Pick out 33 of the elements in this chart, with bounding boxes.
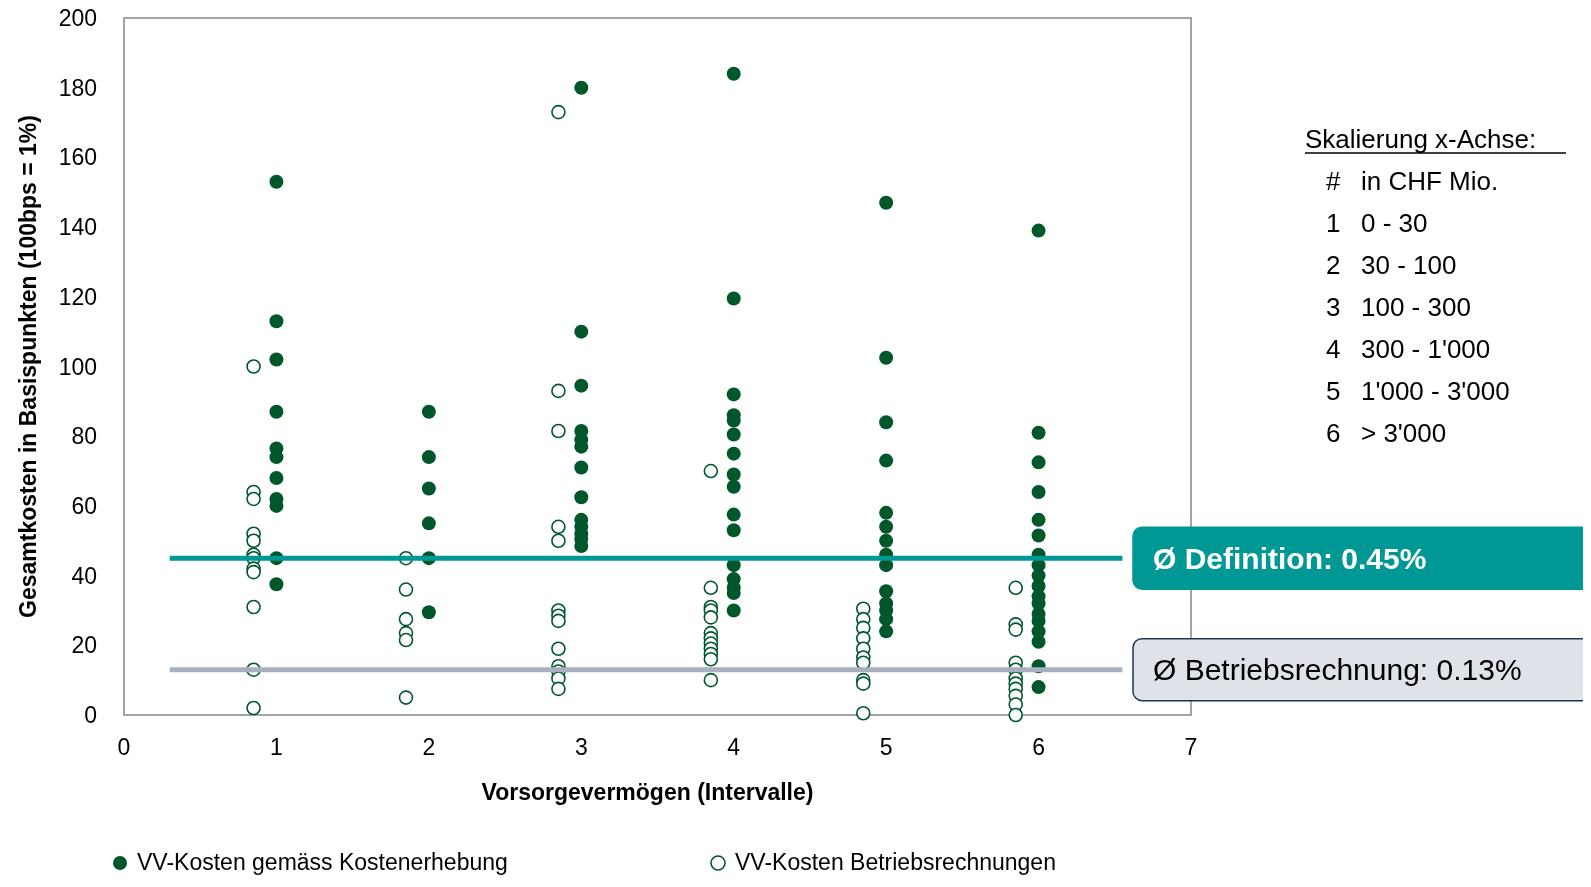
x-tick-label: 4 (727, 734, 741, 760)
legend-label: VV-Kosten gemäss Kostenerhebung (137, 849, 508, 875)
y-tick-label: 80 (71, 423, 97, 450)
x-tick-label: 6 (1032, 734, 1045, 760)
y-tick-label: 0 (84, 702, 97, 728)
x-tick-label: 5 (879, 734, 893, 760)
y-tick-label: 160 (58, 144, 97, 171)
y-tick-label: 40 (71, 562, 97, 589)
x-tick-label: 7 (1184, 734, 1198, 760)
y-tick-label: 120 (58, 283, 97, 310)
x-tick-label: 2 (422, 734, 436, 760)
text: 5 1'000 - 3'000 (1326, 376, 1510, 406)
text: # in CHF Mio. (1326, 166, 1499, 196)
annotation: Ø Betriebsrechnung: 0.13% (1153, 653, 1522, 687)
y-tick-label: 60 (71, 492, 97, 519)
text: 2 30 - 100 (1326, 250, 1457, 280)
x-tick-label: 1 (270, 734, 283, 760)
text: 1 0 - 30 (1326, 208, 1428, 238)
text: Skalierung x-Achse: (1305, 124, 1537, 154)
x-tick-label: 0 (117, 734, 131, 760)
y-axis-title: Gesamtkosten in Basispunkten (100bps = 1%) (15, 115, 41, 618)
x-axis-title: Vorsorgevermögen (Intervalle) (481, 779, 814, 805)
y-tick-label: 140 (58, 214, 97, 241)
annotation: Ø Definition: 0.45% (1153, 541, 1427, 575)
text: 4 300 - 1'000 (1326, 334, 1491, 364)
legend-label: VV-Kosten Betriebsrechnungen (735, 849, 1056, 875)
text: 3 100 - 300 (1326, 292, 1471, 322)
y-tick-label: 180 (58, 74, 97, 101)
y-tick-label: 200 (58, 5, 97, 31)
x-tick-label: 3 (574, 734, 588, 760)
y-tick-label: 100 (58, 353, 97, 380)
text: 6 > 3'000 (1326, 418, 1447, 448)
y-tick-label: 20 (71, 632, 97, 659)
